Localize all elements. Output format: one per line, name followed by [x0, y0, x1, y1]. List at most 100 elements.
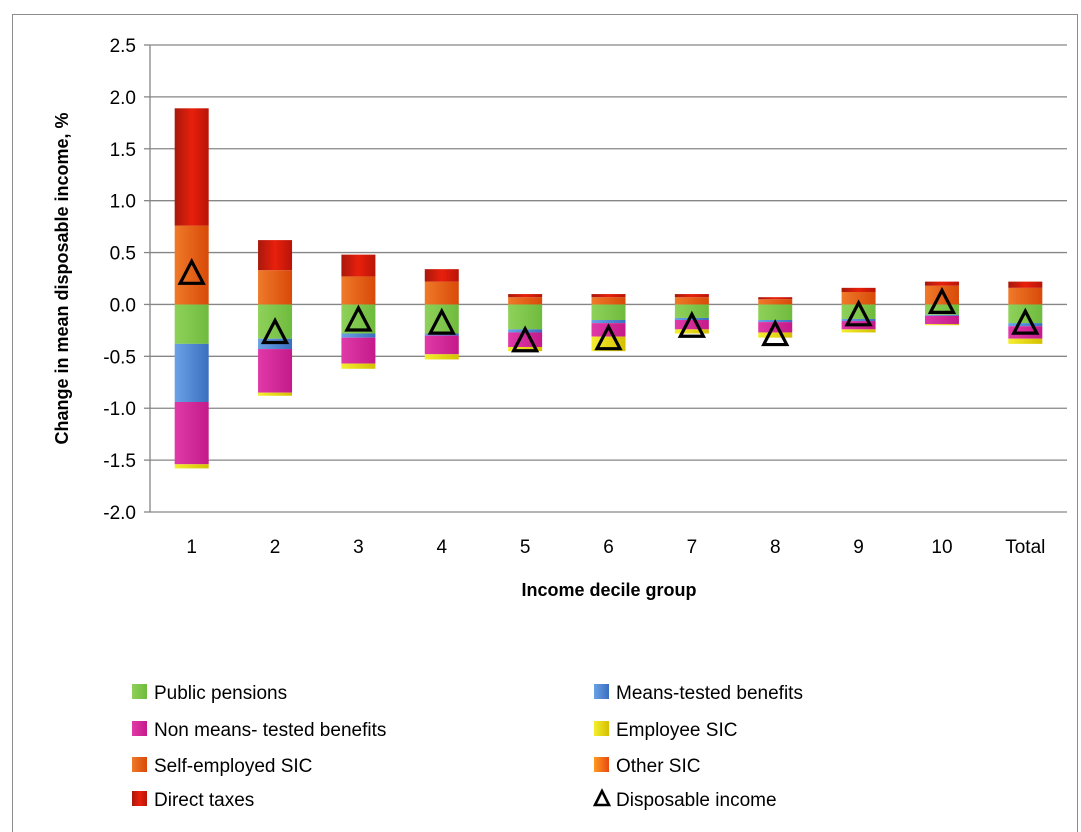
disposable-income-marker	[844, 299, 873, 327]
legend-label: Public pensions	[154, 683, 287, 704]
disposable-income-marker	[177, 257, 206, 285]
bar-segment	[924, 304, 959, 315]
bar-segment	[508, 294, 543, 298]
bar-segment	[1008, 287, 1043, 305]
bar-segment	[674, 329, 709, 334]
legend: Public pensions Means-tested benefits Non …	[132, 683, 803, 811]
disposable-income-marker	[761, 319, 790, 347]
gridlines	[144, 44, 1067, 513]
legend-label: Non means- tested benefits	[154, 720, 386, 741]
x-tick-label: 5	[520, 537, 531, 558]
bar-segment	[758, 297, 793, 300]
bar-segment	[674, 294, 709, 298]
bar-segment	[174, 401, 209, 465]
bar-segment	[508, 297, 543, 305]
bar-segment	[341, 363, 376, 369]
legend-swatch	[132, 757, 147, 772]
disposable-income-marker	[594, 323, 623, 351]
bar-segment	[841, 304, 876, 319]
y-tick-labels: 2.5 2.0 1.5 1.0 0.5 0.0 -0.5 -1.0 -1.5 -2.0	[103, 36, 136, 524]
bar-segment	[341, 254, 376, 277]
bar-series	[174, 108, 1043, 469]
disposable-income-markers	[177, 257, 1040, 353]
x-tick-label: 10	[931, 537, 952, 558]
bar-segment	[258, 240, 293, 271]
bar-segment	[508, 304, 543, 330]
y-tick-label: 2.0	[110, 88, 136, 109]
disposable-income-marker	[510, 325, 540, 353]
y-tick-label: 2.5	[110, 36, 136, 57]
bar-segment	[341, 337, 376, 364]
bar-segment	[841, 291, 876, 305]
bar-segment	[924, 285, 959, 305]
legend-swatch	[594, 721, 609, 736]
bar-segment	[341, 333, 376, 338]
bar-segment	[924, 315, 959, 325]
y-tick-label: -2.0	[103, 503, 136, 524]
y-tick-label: -1.0	[103, 399, 136, 420]
bar-segment	[674, 320, 709, 330]
x-tick-label: 1	[186, 537, 197, 558]
bar-segment	[1008, 281, 1043, 288]
legend-swatch-triangle	[592, 788, 612, 807]
bar-segment	[841, 318, 876, 322]
bar-segment	[258, 270, 293, 305]
bar-segment	[924, 314, 959, 316]
x-tick-labels: 1 2 3 4 5 6 7 8 9 10 Total	[186, 537, 1045, 558]
bar-segment	[424, 354, 459, 360]
x-tick-label: 2	[270, 537, 281, 558]
legend-swatch	[594, 757, 609, 772]
x-tick-label: 9	[853, 537, 864, 558]
x-axis-title: Income decile group	[521, 580, 696, 600]
legend-swatch	[132, 684, 147, 699]
bar-segment	[674, 297, 709, 305]
bar-segment	[1008, 323, 1043, 327]
bar-segment	[924, 324, 959, 326]
bar-segment	[758, 322, 793, 333]
y-tick-label: -0.5	[103, 347, 136, 368]
bar-segment	[341, 276, 376, 305]
bar-segment	[591, 294, 626, 298]
bar-segment	[424, 281, 459, 305]
bar-segment	[591, 297, 626, 305]
y-tick-label: -1.5	[103, 451, 136, 472]
y-tick-label: 0.5	[110, 244, 136, 265]
y-axis-title: Change in mean disposable income, %	[52, 112, 72, 444]
legend-label: Disposable income	[616, 790, 777, 811]
bar-segment	[174, 225, 209, 305]
bar-segment	[424, 335, 459, 355]
legend-swatch	[132, 721, 147, 736]
bar-segment	[924, 281, 959, 286]
bar-segment	[508, 346, 543, 352]
x-tick-label: 3	[353, 537, 364, 558]
legend-swatch	[594, 684, 609, 699]
bar-segment	[258, 349, 293, 393]
bar-segment	[508, 332, 543, 347]
bar-segment	[1008, 338, 1043, 344]
y-tick-label: 1.0	[110, 192, 136, 213]
bar-segment	[758, 332, 793, 338]
bar-segment	[174, 108, 209, 226]
legend-label: Self-employed SIC	[154, 756, 312, 777]
bar-segment	[174, 304, 209, 344]
disposable-income-marker	[927, 286, 957, 314]
bar-segment	[591, 320, 626, 324]
legend-label: Means-tested benefits	[616, 683, 803, 704]
bar-segment	[841, 329, 876, 333]
bar-segment	[758, 299, 793, 305]
bar-segment	[591, 304, 626, 321]
x-tick-label: 4	[436, 537, 447, 558]
disposable-income-marker	[1011, 307, 1040, 335]
x-tick-label: Total	[1005, 537, 1045, 558]
legend-label: Employee SIC	[616, 720, 737, 741]
x-tick-label: 7	[687, 537, 698, 558]
bar-segment	[258, 392, 293, 396]
bar-segment	[758, 304, 793, 321]
bar-segment	[174, 343, 209, 402]
bar-segment	[424, 269, 459, 282]
disposable-income-marker	[260, 317, 290, 345]
y-tick-label: 1.5	[110, 140, 136, 161]
legend-label: Direct taxes	[154, 790, 254, 811]
legend-swatch	[132, 791, 147, 806]
